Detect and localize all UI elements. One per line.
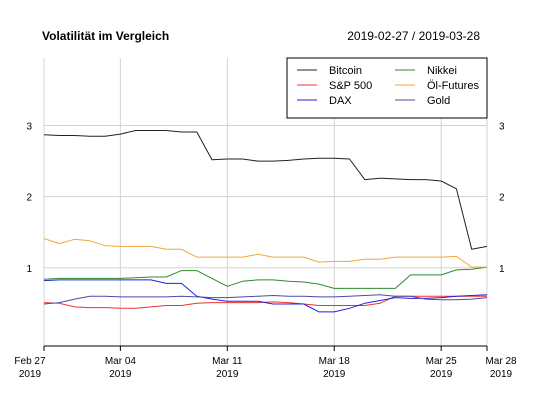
x-axis-ticks: Feb 27 2019 Mar 04 2019 Mar 11 2019 Mar 18 2019…	[14, 346, 517, 380]
series-line-2	[43, 279, 488, 313]
legend-item: Gold	[395, 95, 450, 107]
date-range-label: 2019-02-27 / 2019-03-28	[347, 29, 480, 43]
x-tick-label: Mar 11	[212, 356, 243, 367]
y-axis-right-ticks: 1 2 3	[499, 122, 505, 275]
y-tick-label-right: 1	[499, 264, 505, 275]
x-tick-year-label: 2019	[430, 369, 453, 380]
x-tick-year-label: 2019	[216, 369, 239, 380]
legend-label: DAX	[329, 95, 352, 107]
x-tick-label: Mar 04	[105, 356, 137, 367]
x-tick-label: Mar 18	[319, 356, 351, 367]
legend-label: Öl-Futures	[427, 80, 479, 92]
series-line-0	[43, 130, 488, 250]
x-tick-label: Mar 25	[426, 356, 458, 367]
legend: Bitcoin S&P 500 DAX Nikkei Öl-Futures Gold	[286, 57, 488, 119]
x-tick-year-label: 2019	[109, 369, 132, 380]
x-tick-year-label: 2019	[323, 369, 346, 380]
legend-label: S&P 500	[329, 80, 372, 92]
series-line-3	[43, 266, 488, 289]
legend-box	[286, 57, 488, 119]
legend-item: Bitcoin	[297, 65, 362, 77]
legend-item: Nikkei	[395, 65, 457, 77]
series-line-4	[43, 238, 487, 268]
x-tick-label: Feb 27	[14, 356, 46, 367]
legend-item: S&P 500	[297, 80, 372, 92]
x-tick-year-label: 2019	[19, 369, 42, 380]
y-tick-label-right: 3	[499, 122, 505, 133]
legend-item: DAX	[297, 95, 352, 107]
y-tick-label-left: 2	[26, 193, 32, 204]
legend-label: Gold	[427, 95, 450, 107]
legend-label: Bitcoin	[329, 65, 362, 77]
chart-title: Volatilität im Vergleich	[42, 29, 169, 43]
legend-item: Öl-Futures	[395, 80, 479, 92]
series-line-5	[43, 294, 488, 305]
x-tick-year-label: 2019	[490, 369, 513, 380]
series-lines	[43, 130, 488, 313]
y-axis-left-ticks: 1 2 3	[26, 122, 32, 275]
x-tick-label: Mar 28	[485, 356, 517, 367]
y-tick-label-right: 2	[499, 193, 505, 204]
legend-label: Nikkei	[427, 65, 457, 77]
y-tick-label-left: 3	[26, 122, 32, 133]
y-tick-label-left: 1	[26, 264, 32, 275]
